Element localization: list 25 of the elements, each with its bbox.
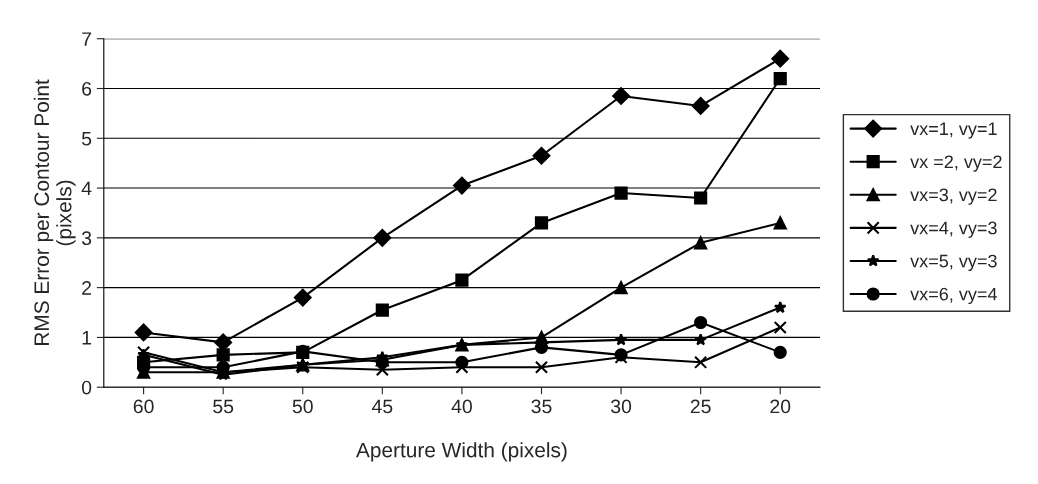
x-tick-label: 45 (371, 399, 393, 414)
x-tick-label: 30 (611, 399, 632, 414)
y-tick-label: 1 (82, 331, 92, 345)
x-tick-label: 20 (770, 399, 791, 414)
legend-label: vx =2, vy=2 (910, 155, 1002, 172)
y-tick-label: 7 (82, 32, 92, 46)
y-tick-label: 5 (81, 131, 92, 146)
y-axis-title: RMS Error per Contour Point (pixels) (33, 79, 76, 345)
x-tick-label: 55 (213, 399, 234, 414)
x-tick-label: 25 (690, 399, 711, 414)
legend-label: vx=3, vy=2 (910, 188, 997, 205)
x-axis-title: Aperture Width (pixels) (356, 442, 567, 462)
x-tick-label: 40 (451, 399, 472, 414)
legend-label: vx=1, vy=1 (910, 122, 997, 139)
x-tick-label: 60 (133, 399, 154, 414)
y-tick-label: 3 (81, 231, 92, 246)
legend-label: vx=4, vy=3 (910, 221, 997, 238)
y-tick-label: 6 (82, 81, 92, 96)
x-tick-label: 35 (531, 399, 552, 414)
y-tick-label: 4 (81, 181, 92, 196)
legend-label: vx=5, vy=3 (910, 254, 997, 271)
y-tick-label: 0 (81, 380, 92, 395)
x-tick-label: 50 (292, 399, 313, 414)
legend-label: vx=6, vy=4 (910, 287, 997, 305)
y-tick-label: 2 (82, 281, 92, 295)
